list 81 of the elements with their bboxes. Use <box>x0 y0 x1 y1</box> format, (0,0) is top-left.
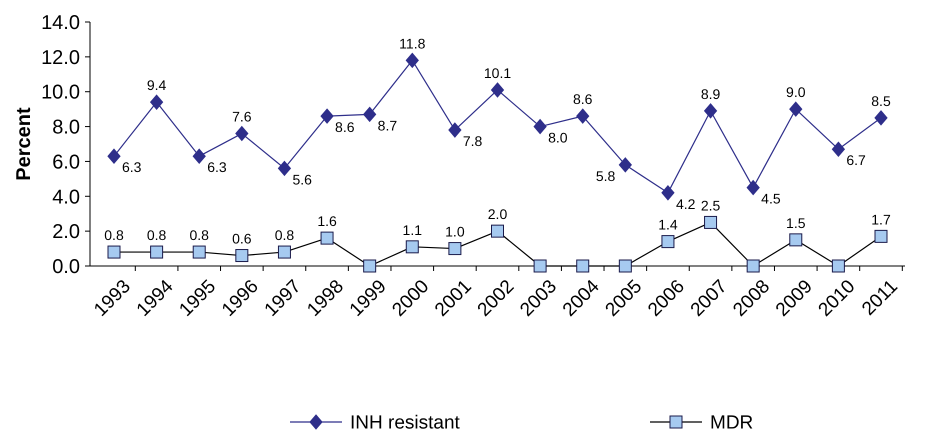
point <box>874 110 888 126</box>
point <box>406 52 419 68</box>
data-label: 2.5 <box>700 197 720 214</box>
data-label: 8.0 <box>548 130 568 146</box>
point <box>661 235 674 248</box>
data-label: 2.0 <box>488 206 508 222</box>
data-label: 1.4 <box>658 216 678 233</box>
point <box>363 106 376 122</box>
point <box>704 216 718 229</box>
point <box>661 185 674 200</box>
data-label: 4.5 <box>761 190 781 207</box>
data-label: 0.8 <box>146 227 167 244</box>
point <box>192 148 206 164</box>
point <box>406 240 419 254</box>
data-label: 5.8 <box>596 168 616 184</box>
point <box>491 224 504 238</box>
point <box>235 126 248 142</box>
point <box>278 246 291 259</box>
point <box>704 103 718 118</box>
data-label: 8.7 <box>378 117 398 134</box>
data-label: 1.1 <box>402 222 422 238</box>
data-label: 0.8 <box>104 227 124 244</box>
y-tick-label: 14.0 <box>41 12 80 34</box>
point <box>576 108 590 124</box>
data-label: 0.8 <box>274 227 294 244</box>
data-label: 6.3 <box>122 159 142 176</box>
point <box>534 260 547 272</box>
data-label: 0.8 <box>189 227 210 244</box>
point <box>534 119 547 134</box>
point <box>150 94 164 110</box>
data-label: 4.2 <box>676 196 696 212</box>
legend-label: INH resistant <box>350 412 461 434</box>
data-label: 10.1 <box>484 64 512 81</box>
data-label: 6.7 <box>846 152 866 168</box>
point <box>746 260 760 272</box>
point <box>150 246 164 259</box>
data-label: 9.0 <box>786 84 806 100</box>
point <box>576 260 590 272</box>
point <box>491 82 504 98</box>
data-label: 1.0 <box>445 224 465 240</box>
y-tick-label: 2.0 <box>52 221 80 244</box>
point <box>363 260 376 272</box>
point <box>108 246 120 259</box>
y-tick-label: 8.0 <box>52 116 80 139</box>
point <box>746 180 760 196</box>
data-label: 11.8 <box>399 35 426 52</box>
y-axis-title: Percent <box>13 106 35 181</box>
point <box>320 108 334 124</box>
point <box>192 246 206 259</box>
data-label: 7.6 <box>232 108 252 125</box>
point <box>108 148 120 164</box>
data-label: 8.6 <box>572 91 593 108</box>
data-label: 9.4 <box>146 77 167 94</box>
point <box>832 142 845 157</box>
data-label: 8.5 <box>871 92 891 109</box>
y-tick-label: 6.0 <box>52 151 80 174</box>
data-label: 1.5 <box>786 214 806 231</box>
y-tick-label: 12.0 <box>41 46 80 69</box>
point <box>832 260 845 272</box>
y-tick-label: 0.0 <box>52 256 80 278</box>
data-label: 0.6 <box>232 230 252 247</box>
y-tick-label: 4.0 <box>52 186 80 208</box>
data-label: 5.6 <box>292 171 312 188</box>
data-label: 1.6 <box>317 213 337 230</box>
point <box>789 102 802 117</box>
point <box>618 260 632 272</box>
point <box>448 242 462 256</box>
point <box>235 249 248 262</box>
data-label: 1.7 <box>871 211 891 228</box>
point <box>278 160 291 176</box>
point <box>789 233 802 246</box>
data-label: 8.9 <box>700 86 720 102</box>
data-label: 7.8 <box>462 133 483 150</box>
data-label: 6.3 <box>207 159 227 176</box>
point <box>320 232 334 245</box>
y-tick-label: 10.0 <box>41 82 80 104</box>
data-label: 8.6 <box>335 119 355 136</box>
legend-label: MDR <box>710 412 754 434</box>
point <box>618 157 632 172</box>
point <box>874 230 888 243</box>
point <box>448 122 462 138</box>
